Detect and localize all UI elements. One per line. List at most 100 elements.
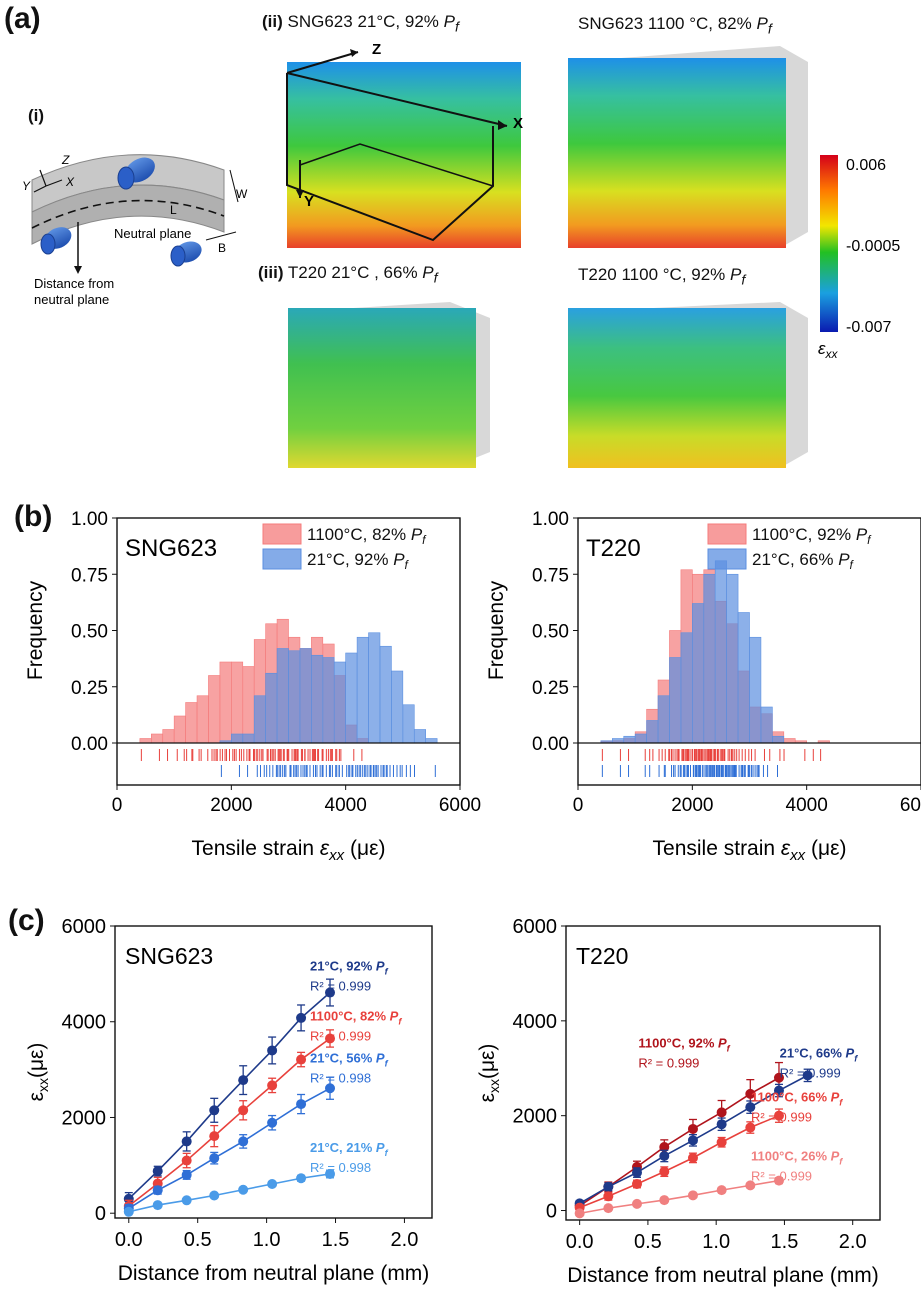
histogram-bar <box>425 738 438 744</box>
histogram-bar <box>288 650 301 744</box>
r-squared-label: R² = 0.999 <box>751 1110 812 1125</box>
y-tick-label: 4000 <box>513 1011 558 1033</box>
data-point <box>238 1105 249 1116</box>
data-point <box>181 1195 192 1206</box>
sub-iii-label: (iii) <box>258 263 284 282</box>
axis-z-label: Z <box>372 41 381 58</box>
plot-frame <box>577 517 921 786</box>
histogram-bar <box>231 661 244 744</box>
histogram-bar <box>368 632 381 744</box>
histogram-bar <box>231 733 244 744</box>
panel-a-label: (a) <box>4 2 41 35</box>
histogram-bar <box>185 702 198 744</box>
data-point <box>238 1136 249 1147</box>
legend-label: 21°C, 66% Pf <box>752 550 855 572</box>
histogram-bar <box>276 648 289 744</box>
scatter-chart: 0 2000 4000 6000 0.0 0.5 1.0 1.5 2.0 εxx(με) Dista… <box>25 916 433 1285</box>
x-tick-label: 4000 <box>325 795 367 816</box>
data-point <box>238 1184 249 1195</box>
legend-label: 1100°C, 66% Pf <box>751 1090 843 1108</box>
data-point <box>123 1193 134 1204</box>
data-point <box>802 1070 813 1081</box>
histogram-bar <box>669 657 682 744</box>
axis-x-label: X <box>513 115 523 132</box>
y-tick-label: 4000 <box>62 1012 107 1034</box>
y-tick-label: 0.50 <box>532 622 569 643</box>
legend-label: 1100°C, 82% Pf <box>307 525 427 547</box>
histogram-bar <box>151 733 164 744</box>
data-point <box>745 1088 756 1099</box>
data-point <box>296 1054 307 1065</box>
y-axis-label: Frequency <box>485 580 508 680</box>
histogram-bar <box>333 661 346 744</box>
data-point <box>631 1167 642 1178</box>
data-point <box>209 1131 220 1142</box>
histogram-bar <box>219 661 232 744</box>
x-tick-label: 2.0 <box>391 1229 419 1251</box>
series-line <box>128 991 331 1200</box>
data-point <box>296 1012 307 1023</box>
y-tick-label: 2000 <box>513 1106 558 1128</box>
colorbar-tick-mid: -0.0005 <box>846 238 900 255</box>
y-tick-label: 0.00 <box>532 734 569 755</box>
r-squared-label: R² = 0.998 <box>310 1070 371 1085</box>
series-line <box>579 1114 780 1209</box>
y-tick-label: 0.25 <box>532 678 569 699</box>
series-line <box>579 1077 780 1207</box>
x-tick-label: 0.5 <box>634 1231 662 1253</box>
x-tick-label: 0.5 <box>184 1229 212 1251</box>
legend-label: 1100°C, 92% Pf <box>638 1036 730 1054</box>
data-point <box>631 1178 642 1189</box>
scatter-panel: 0 2000 4000 6000 0.0 0.5 1.0 1.5 2.0 εxx(με) Dista… <box>25 916 881 1287</box>
legend-label: 21°C, 92% Pf <box>307 550 410 572</box>
data-point <box>659 1150 670 1161</box>
data-point <box>603 1191 614 1202</box>
x-axis-label: Tensile strain εxx (με) <box>192 837 386 864</box>
beam-w-label: W <box>236 187 248 201</box>
data-point <box>152 1200 163 1211</box>
axis-y-label: Y <box>304 193 314 210</box>
chart-title: SNG623 <box>125 943 213 969</box>
chart-title: T220 <box>576 943 628 969</box>
data-point <box>659 1141 670 1152</box>
legend-label: 1100°C, 26% Pf <box>751 1149 843 1167</box>
data-point <box>325 1033 336 1044</box>
data-point <box>716 1137 727 1148</box>
distance-label-line2: neutral plane <box>34 292 109 307</box>
histogram-bar <box>162 729 175 744</box>
data-point <box>152 1185 163 1196</box>
r-squared-label: R² = 0.999 <box>310 1028 371 1043</box>
pf-sub: f <box>767 21 772 38</box>
colorbar-tick-max: 0.006 <box>846 157 886 174</box>
histogram-bar <box>611 738 625 744</box>
beam-z-label: Z <box>61 153 70 167</box>
data-point <box>773 1175 784 1186</box>
data-point <box>687 1123 698 1134</box>
histogram-panel: 0.00 0.25 0.50 0.75 1.00 0 2000 4000 6000 Frequen… <box>24 509 921 864</box>
data-point <box>574 1208 585 1219</box>
beam-b-label: B <box>218 241 226 255</box>
pf-symbol: P <box>443 12 455 31</box>
data-point <box>267 1179 278 1190</box>
panel-b-label: (b) <box>14 500 53 533</box>
histogram-bar <box>623 735 636 744</box>
neutral-plane-line <box>31 199 225 229</box>
y-tick-label: 2000 <box>62 1107 107 1129</box>
pf-symbol: P <box>730 265 742 284</box>
histogram-bar <box>253 695 266 744</box>
histogram-bar <box>265 672 278 744</box>
x-tick-label: 1.5 <box>322 1229 350 1251</box>
histogram-bar <box>196 695 209 744</box>
vol-title-text: SNG623 21°C, 92% <box>287 12 444 31</box>
y-axis-label: εxx(με) <box>476 1044 502 1103</box>
data-point <box>296 1173 307 1184</box>
r-squared-label: R² = 0.999 <box>638 1056 699 1071</box>
scatter-chart: 0 2000 4000 6000 0.0 0.5 1.0 1.5 2.0 εxx(με) Dista… <box>476 916 881 1287</box>
pf-sub: f <box>741 272 746 289</box>
vol-title-text: T220 1100 °C, 92% <box>578 265 731 284</box>
data-point <box>209 1190 220 1201</box>
data-point <box>123 1206 134 1217</box>
y-tick-label: 0.25 <box>71 678 108 699</box>
x-tick-label: 1.5 <box>771 1231 799 1253</box>
data-point <box>325 1083 336 1094</box>
